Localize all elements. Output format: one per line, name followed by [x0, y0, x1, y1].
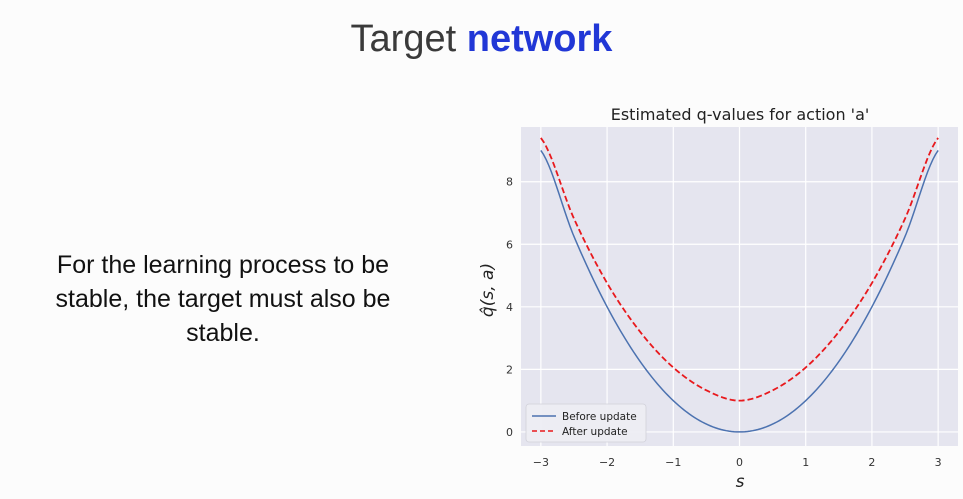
x-tick-label: 2 [868, 456, 875, 469]
chart-title: Estimated q-values for action 'a' [611, 105, 870, 124]
x-tick-label: −1 [665, 456, 681, 469]
y-tick-label: 6 [506, 238, 513, 251]
y-tick-label: 4 [506, 301, 513, 314]
body-line-3: stable. [186, 319, 260, 347]
series-line-before-update [540, 150, 939, 433]
y-axis-label: q̂(s, a) [478, 263, 498, 317]
legend-box [525, 403, 647, 443]
y-tick-label: 8 [506, 176, 513, 189]
y-tick-label: 2 [506, 363, 513, 376]
body-line-1: For the learning process to be [56, 251, 390, 279]
x-tick-label: 0 [736, 456, 743, 469]
series-line-after-update [540, 137, 939, 402]
grid-lines [521, 127, 958, 446]
x-axis-label: s [736, 472, 745, 492]
legend: Before update After update [525, 403, 647, 443]
slide-title: Target network [0, 18, 963, 61]
body-line-2: stable, the target must also be [55, 285, 391, 313]
tick-labels: −3 −2 −1 0 1 2 3 0 2 4 6 8 [506, 176, 942, 469]
body-text: For the learning process to be stable, t… [18, 248, 428, 350]
y-tick-label: 0 [506, 426, 513, 439]
x-tick-label: −2 [599, 456, 615, 469]
legend-label: After update [562, 426, 628, 438]
x-tick-label: −3 [533, 456, 549, 469]
x-tick-label: 3 [935, 456, 942, 469]
title-accent: network [466, 18, 613, 60]
series-lines [540, 137, 939, 433]
x-tick-label: 1 [802, 456, 809, 469]
title-plain: Target [350, 18, 457, 60]
legend-label: Before update [562, 411, 637, 423]
